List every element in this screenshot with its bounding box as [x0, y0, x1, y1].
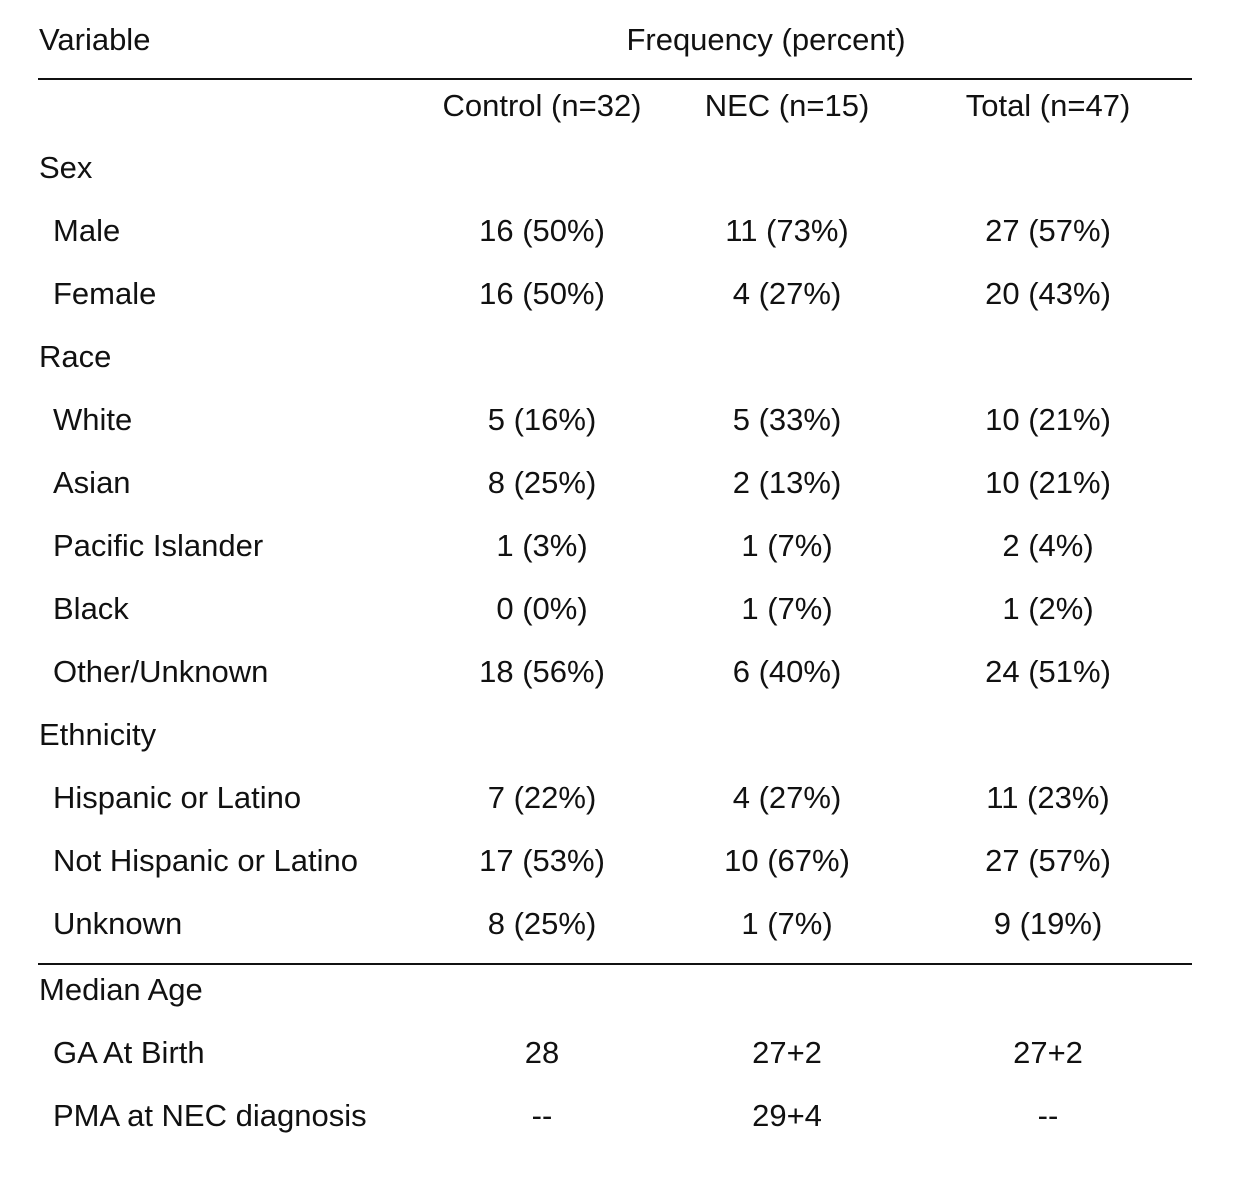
row-label: Hispanic or Latino — [53, 780, 302, 815]
row-label: PMA at NEC diagnosis — [53, 1098, 367, 1133]
row-label: White — [53, 402, 133, 437]
table-row: White 5 (16%) 5 (33%) 10 (21%) — [38, 388, 1192, 451]
table-row: Male 16 (50%) 11 (73%) 27 (57%) — [38, 199, 1192, 262]
section-title-median-age: Median Age — [38, 958, 1192, 1021]
table-row: Asian 8 (25%) 2 (13%) 10 (21%) — [38, 451, 1192, 514]
table-row: Hispanic or Latino 7 (22%) 4 (27%) 11 (2… — [38, 766, 1192, 829]
table-row: PMA at NEC diagnosis -- 29+4 -- — [38, 1084, 1192, 1147]
header-divider — [38, 78, 1192, 80]
section-title-ethnicity: Ethnicity — [38, 703, 1192, 766]
section-title-sex: Sex — [38, 136, 1192, 199]
section-title: Median Age — [39, 972, 203, 1007]
section-title: Ethnicity — [39, 717, 157, 752]
row-label: Unknown — [53, 906, 183, 941]
section-title: Sex — [39, 150, 93, 185]
row-label: Not Hispanic or Latino — [53, 843, 358, 878]
variable-header: Variable — [39, 22, 151, 57]
table-row: Unknown 8 (25%) 1 (7%) 9 (19%) — [38, 892, 1192, 955]
table-row: GA At Birth 28 27+2 27+2 — [38, 1021, 1192, 1084]
row-label: Pacific Islander — [53, 528, 264, 563]
section-divider — [38, 963, 1192, 965]
row-label: Black — [53, 591, 129, 626]
row-label: Male — [53, 213, 121, 248]
row-label: Asian — [53, 465, 131, 500]
table-row: Pacific Islander 1 (3%) 1 (7%) 2 (4%) — [38, 514, 1192, 577]
section-title: Race — [39, 339, 112, 374]
table-row: Other/Unknown 18 (56%) 6 (40%) 24 (51%) — [38, 640, 1192, 703]
section-title-race: Race — [38, 325, 1192, 388]
table-row: Black 0 (0%) 1 (7%) 1 (2%) — [38, 577, 1192, 640]
row-label: Female — [53, 276, 157, 311]
row-label: GA At Birth — [53, 1035, 205, 1070]
table-row: Not Hispanic or Latino 17 (53%) 10 (67%)… — [38, 829, 1192, 892]
column-header-row: Control (n=32) NEC (n=15) Total (n=47) — [442, 88, 1131, 123]
title-row: Variable — [38, 8, 1192, 71]
row-label: Other/Unknown — [53, 654, 269, 689]
table-row: Female 16 (50%) 4 (27%) 20 (43%) — [38, 262, 1192, 325]
